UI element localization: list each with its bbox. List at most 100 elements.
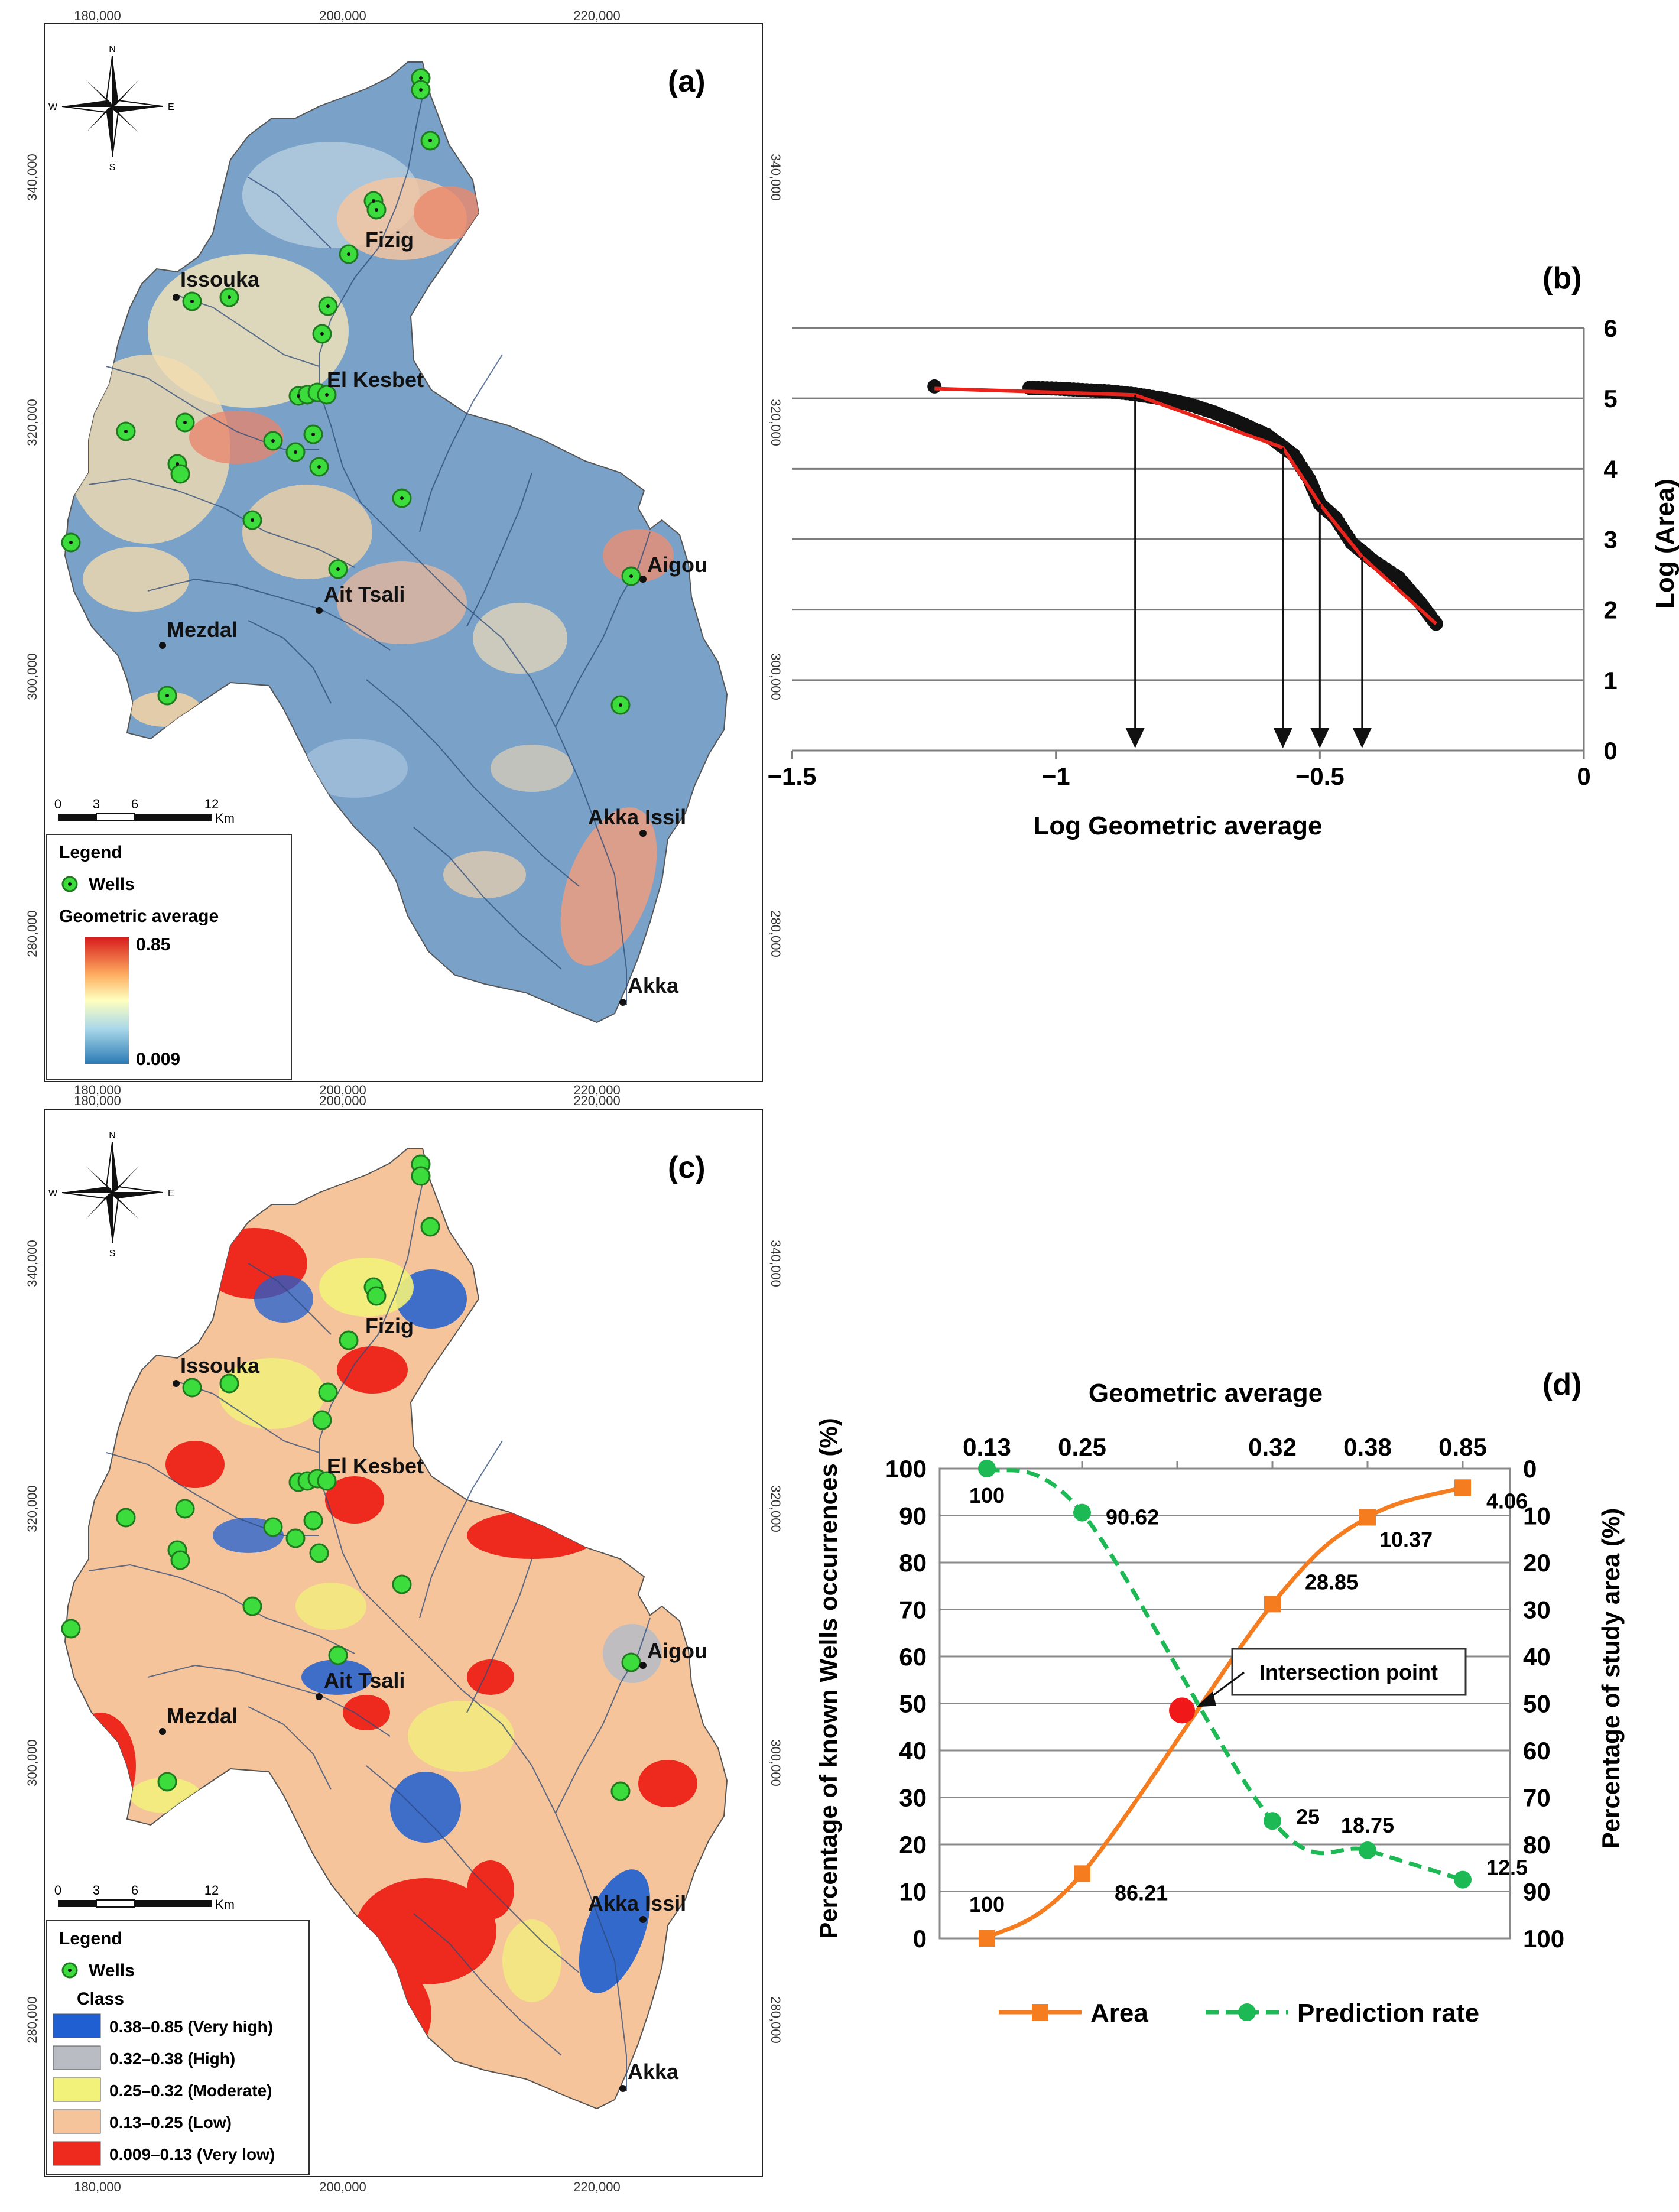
legend-a-wells-label: Wells <box>89 875 135 894</box>
map-c-y-tick: 340,000 <box>768 1240 783 1287</box>
legend-class-swatch <box>53 2077 101 2102</box>
chart-d-prediction-marker <box>1359 1841 1376 1859</box>
place-label-mezdal: Mezdal <box>167 618 238 642</box>
chart-d-area-marker <box>1074 1865 1090 1882</box>
chart-d-y-tick-right: 60 <box>1523 1737 1551 1765</box>
chart-b-point <box>927 379 942 394</box>
place-label-ait-tsali: Ait Tsali <box>324 1668 405 1693</box>
legend-class-label: 0.38–0.85 (Very high) <box>109 2018 273 2036</box>
panel-a-label: (a) <box>668 64 706 99</box>
chart-d-prediction-marker <box>1264 1812 1281 1830</box>
chart-d-area-line <box>986 1485 1464 1940</box>
well-marker <box>339 1330 359 1350</box>
scale-c-tick: 6 <box>131 1883 138 1898</box>
well-marker <box>312 1410 332 1430</box>
panel-b-label: (b) <box>1542 261 1581 295</box>
legend-a-ramp-min: 0.009 <box>136 1050 180 1069</box>
well-marker <box>392 1574 412 1594</box>
chart-d-area-marker <box>979 1930 995 1947</box>
legend-a-ramp-max: 0.85 <box>136 935 170 954</box>
compass-rose-a-icon: N S E W <box>48 44 174 173</box>
legend-a-ramp-title: Geometric average <box>59 907 219 926</box>
map-c-wells <box>61 1154 641 1801</box>
compass-a-s: S <box>109 163 116 173</box>
place-label-mezdal: Mezdal <box>167 1704 238 1728</box>
chart-b-threshold-arrow <box>1352 728 1372 748</box>
chart-b-threshold-arrow <box>1310 728 1330 748</box>
place-label-ait-tsali: Ait Tsali <box>324 582 405 606</box>
compass-c-n: N <box>109 1131 116 1141</box>
well-marker <box>303 1511 323 1531</box>
map-c-x-tick: 200,000 <box>319 1093 366 1108</box>
legend-c: Legend Wells Class 0.38–0.85 (Very high)… <box>46 1920 310 2175</box>
well-marker <box>61 1619 81 1639</box>
map-a-well-dots <box>69 76 633 707</box>
place-label-aigou: Aigou <box>647 1639 707 1663</box>
well-marker <box>610 1781 631 1801</box>
map-c-x-tick: 200,000 <box>319 2179 366 2194</box>
legend-c-classes: 0.38–0.85 (Very high) 0.32–0.38 (High) 0.2… <box>53 2013 275 2166</box>
chart-d-y-tick-left: 70 <box>899 1596 927 1624</box>
map-c-x-tick: 220,000 <box>573 2179 621 2194</box>
map-c-x-tick: 220,000 <box>573 1093 621 1108</box>
panel-d-label: (d) <box>1542 1368 1581 1402</box>
chart-d-prediction-label: 25 <box>1296 1804 1320 1828</box>
compass-c-w: W <box>48 1188 58 1198</box>
chart-d-y-tick-right: 30 <box>1523 1596 1551 1624</box>
chart-b-y-tick: 5 <box>1603 385 1617 412</box>
panel-b-chart: (b) 0 1 2 3 4 5 6 −1.5 −1 −0.5 0 Log Geometric ave… <box>768 261 1679 840</box>
chart-b-plot: 0 1 2 3 4 5 6 −1.5 −1 −0.5 0 <box>768 314 1618 790</box>
map-c-y-tick: 280,000 <box>25 1996 40 2044</box>
well-marker <box>318 1382 338 1402</box>
chart-b-xlabel: Log Geometric average <box>1033 811 1322 840</box>
map-a-x-tick: 180,000 <box>74 1083 121 1097</box>
scale-c-tick: 3 <box>93 1883 100 1898</box>
chart-d-y-tick-left: 10 <box>899 1878 927 1906</box>
panel-a-map: 180,000 200,000 220,000 180,000 200,000 … <box>25 8 783 1097</box>
map-a-x-tick: 220,000 <box>573 1083 621 1097</box>
scale-c-tick: 0 <box>54 1883 61 1898</box>
place-label-issouka: Issouka <box>180 267 260 291</box>
map-a-x-tick: 180,000 <box>74 8 121 23</box>
place-label-fizig: Fizig <box>365 228 414 252</box>
place-label-akka: Akka <box>628 973 679 998</box>
chart-d-y-tick-left: 20 <box>899 1831 927 1859</box>
scale-bar-c: 0 3 6 12 Km <box>54 1883 235 1912</box>
chart-d-area-label: 4.06 <box>1486 1489 1528 1513</box>
chart-d-y-tick-left: 90 <box>899 1502 927 1530</box>
chart-d-y-tick-left: 60 <box>899 1643 927 1671</box>
chart-d-ylabel-left: Percentage of known Wells occurrences (%… <box>814 1418 842 1939</box>
legend-class-swatch <box>53 2045 101 2070</box>
chart-d-prediction-marker <box>1454 1870 1472 1889</box>
chart-d-y-tick-right: 40 <box>1523 1643 1551 1671</box>
map-a-x-tick: 200,000 <box>319 8 366 23</box>
chart-d-area-marker <box>1264 1596 1281 1613</box>
chart-d-plot: 0102030405060708090100100908070605040302… <box>885 1433 1564 2028</box>
chart-d-annotation-arrowhead <box>1196 1691 1217 1707</box>
chart-d-x-tick: 0.38 <box>1343 1433 1392 1461</box>
place-label-issouka: Issouka <box>180 1353 260 1378</box>
chart-b-x-tick: 0 <box>1577 762 1590 790</box>
well-marker <box>175 1499 195 1519</box>
chart-d-x-tick: 0.32 <box>1248 1433 1297 1461</box>
well-marker <box>263 1517 283 1537</box>
scale-bar-a: 0 3 6 12 Km <box>54 797 235 826</box>
map-a-y-tick: 280,000 <box>768 910 783 957</box>
chart-d-prediction-label: 18.75 <box>1341 1813 1394 1837</box>
chart-d-annotation-text: Intersection point <box>1259 1660 1438 1684</box>
compass-rose-c-icon: N S E W <box>48 1131 174 1259</box>
chart-d-x-tick: 0.13 <box>963 1433 1011 1461</box>
map-a-y-tick: 340,000 <box>768 154 783 201</box>
map-a-y-tick: 300,000 <box>25 653 40 700</box>
legend-class-label: 0.25–0.32 (Moderate) <box>109 2081 272 2100</box>
legend-c-title: Legend <box>59 1929 122 1948</box>
well-marker <box>309 1543 329 1563</box>
legend-class-swatch <box>53 2109 101 2134</box>
map-c-y-tick: 320,000 <box>768 1485 783 1532</box>
chart-d-y-tick-left: 40 <box>899 1737 927 1765</box>
chart-d-intersection-point <box>1169 1697 1196 1724</box>
well-marker <box>317 1471 337 1491</box>
chart-d-legend-prediction-marker <box>1238 2003 1256 2021</box>
well-marker <box>621 1652 641 1672</box>
compass-a-e: E <box>168 102 174 112</box>
